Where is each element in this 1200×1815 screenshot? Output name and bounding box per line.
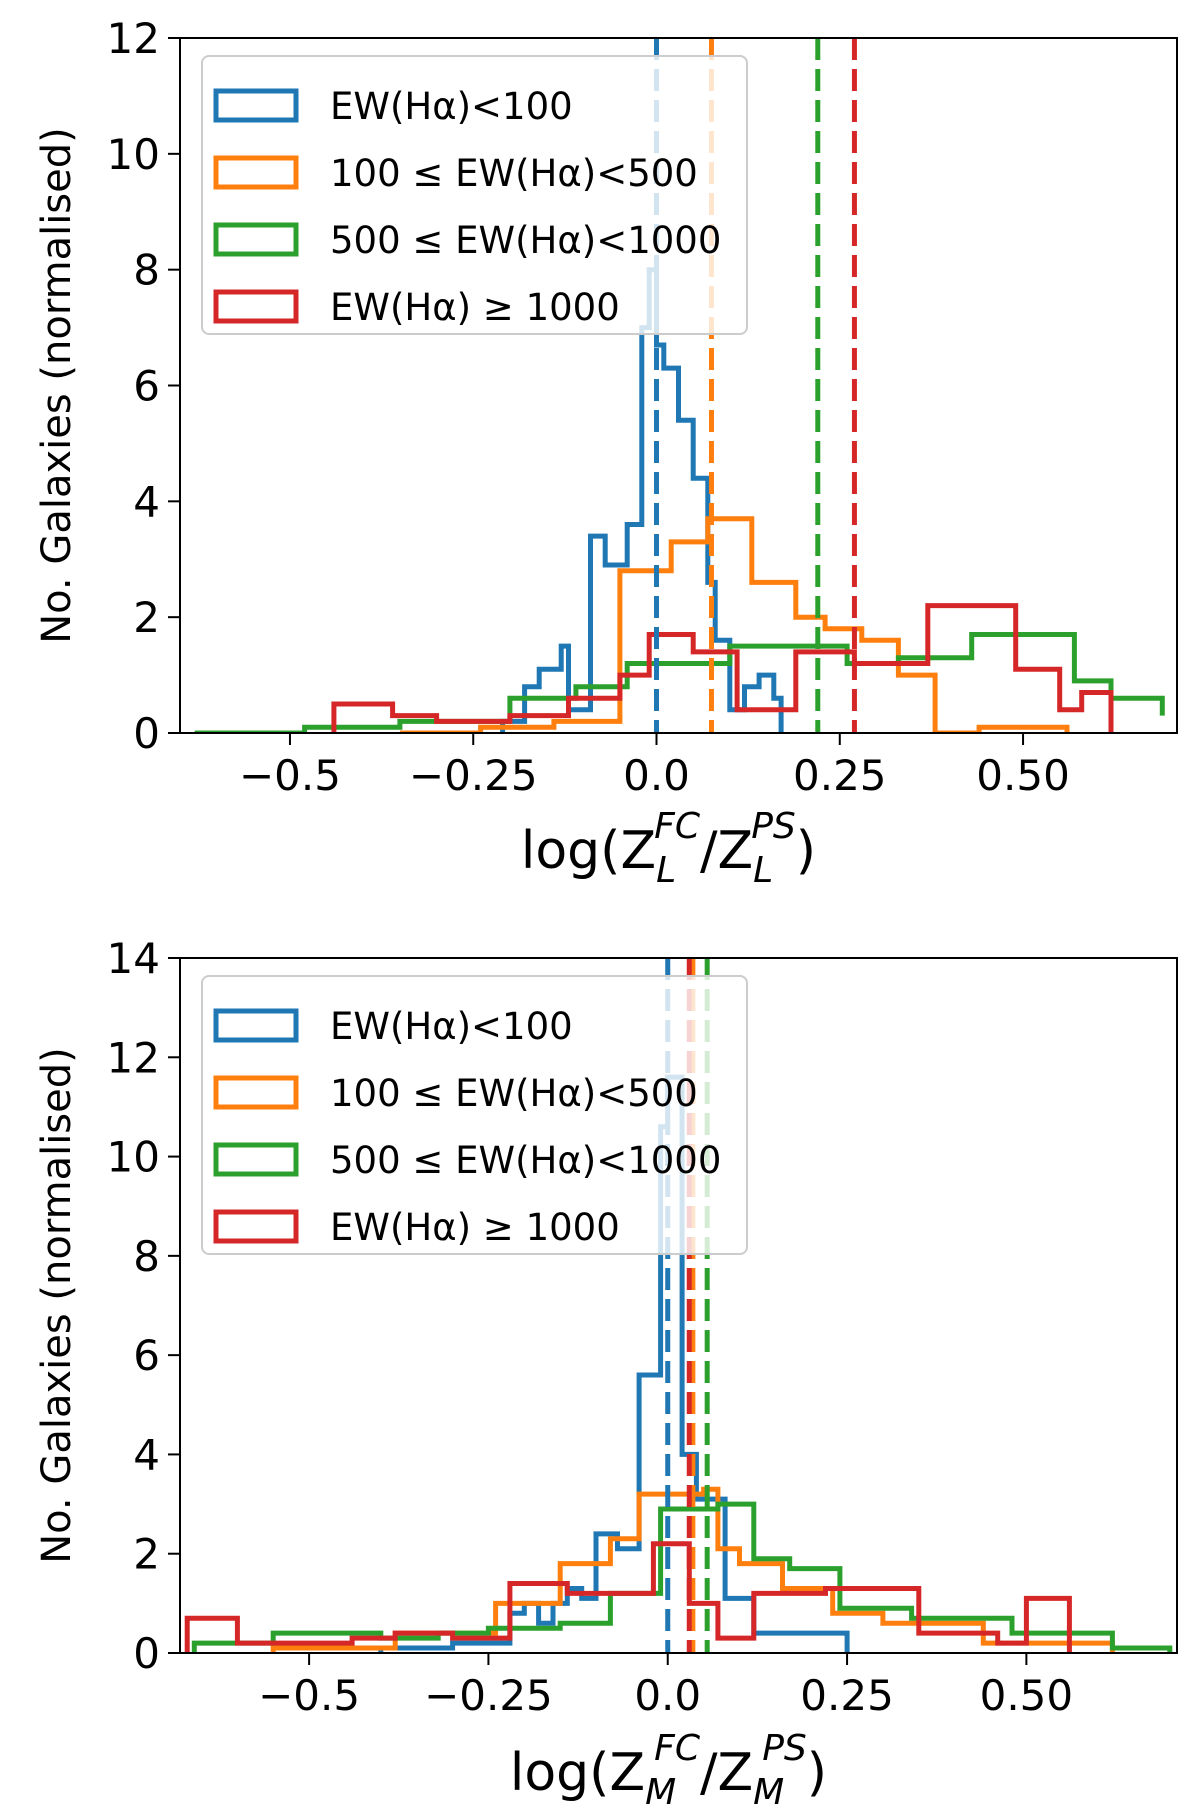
x-tick-label: 0.25	[793, 751, 887, 800]
x-axis-label-sub2: L	[753, 850, 773, 891]
legend-swatch-blue	[213, 88, 299, 123]
legend-label-green: 500 ≤ EW(Hα)<1000	[330, 1139, 721, 1182]
y-tick-label: 10	[107, 1133, 160, 1182]
y-axis-label: No. Galaxies (normalised)	[34, 127, 80, 644]
legend-swatch-green	[213, 222, 299, 257]
x-axis-label: log(ZMFC/ZMPS)	[510, 1728, 827, 1813]
legend: EW(Hα)<100 100 ≤ EW(Hα)<500 500 ≤ EW(Hα)<1…	[201, 975, 748, 1255]
legend: EW(Hα)<100 100 ≤ EW(Hα)<500 500 ≤ EW(Hα)<1…	[201, 55, 748, 335]
x-tick-label: 0.50	[980, 1671, 1074, 1720]
x-axis-label-pre: log(Z	[510, 1743, 645, 1803]
histogram-step-red	[331, 603, 1114, 733]
x-axis-label-sup1: FC	[654, 1728, 701, 1769]
y-tick-label: 2	[133, 1530, 160, 1579]
y-tick-label: 10	[107, 130, 160, 179]
y-tick-label: 4	[133, 1430, 160, 1479]
y-tick-label: 8	[133, 1232, 160, 1281]
plot-area: EW(Hα)<100 100 ≤ EW(Hα)<500 500 ≤ EW(Hα)<1…	[184, 958, 1173, 1653]
x-tick-label: 0.0	[634, 1671, 701, 1720]
x-tick-label: 0.25	[800, 1671, 894, 1720]
x-axis-label-sup2: PS	[751, 806, 796, 847]
legend-label-red: EW(Hα) ≥ 1000	[330, 1206, 620, 1249]
x-tick-label: −0.25	[409, 751, 538, 800]
bottom-histogram-panel: EW(Hα)<100 100 ≤ EW(Hα)<500 500 ≤ EW(Hα)<1…	[34, 934, 1178, 1813]
legend-swatch-blue	[213, 1008, 299, 1043]
legend-swatch-red	[213, 1209, 299, 1244]
axes-frame	[179, 957, 1178, 1654]
y-tick-label: 2	[133, 593, 160, 642]
y-tick-label: 0	[133, 1629, 160, 1678]
histogram-step-orange	[399, 516, 1070, 733]
x-axis-label-sub1: M	[645, 1772, 676, 1813]
x-tick-label: −0.25	[424, 1671, 553, 1720]
legend-swatch-orange	[213, 155, 299, 190]
legend-swatch-green	[213, 1142, 299, 1177]
x-axis-label: log(ZLFC/ZLPS)	[521, 806, 816, 891]
histogram-step-red	[184, 1541, 1072, 1653]
x-axis-label-sup1: FC	[654, 806, 701, 847]
legend-label-red: EW(Hα) ≥ 1000	[330, 286, 620, 329]
y-tick-label: 8	[133, 246, 160, 295]
legend-label-blue: EW(Hα)<100	[330, 85, 573, 128]
histogram-step-orange	[270, 1486, 1115, 1653]
x-tick-label: 0.0	[623, 751, 690, 800]
legend-label-orange: 100 ≤ EW(Hα)<500	[330, 1072, 698, 1115]
histogram-step-blue	[378, 1074, 850, 1653]
x-axis-label-mid: /Z	[700, 821, 753, 881]
y-tick-label: 14	[107, 934, 160, 983]
y-tick-label: 6	[133, 362, 160, 411]
x-tick-label: −0.5	[258, 1671, 360, 1720]
x-axis-label-post: )	[796, 821, 816, 881]
y-tick-label: 0	[133, 709, 160, 758]
x-axis-label-post: )	[807, 1743, 827, 1803]
x-axis-label-pre: log(Z	[521, 821, 656, 881]
plot-area: EW(Hα)<100 100 ≤ EW(Hα)<500 500 ≤ EW(Hα)<1…	[194, 38, 1165, 733]
top-histogram-panel: EW(Hα)<100 100 ≤ EW(Hα)<500 500 ≤ EW(Hα)<1…	[34, 14, 1178, 891]
histogram-step-green	[191, 1501, 1173, 1653]
y-axis-label: No. Galaxies (normalised)	[34, 1047, 80, 1564]
legend-label-green: 500 ≤ EW(Hα)<1000	[330, 219, 721, 262]
legend-label-orange: 100 ≤ EW(Hα)<500	[330, 152, 698, 195]
y-tick-label: 6	[133, 1331, 160, 1380]
x-tick-label: −0.5	[239, 751, 341, 800]
x-axis-label-sub1: L	[656, 850, 676, 891]
legend-box	[201, 55, 748, 335]
legend-swatch-red	[213, 289, 299, 324]
y-tick-label: 4	[133, 477, 160, 526]
y-tick-label: 12	[107, 14, 160, 63]
x-axis-label-sup2: PS	[762, 1728, 807, 1769]
x-axis-label-sub2: M	[753, 1772, 784, 1813]
legend-box	[201, 975, 748, 1255]
legend-swatch-orange	[213, 1075, 299, 1110]
y-tick-label: 12	[107, 1033, 160, 1082]
legend-label-blue: EW(Hα)<100	[330, 1005, 573, 1048]
x-tick-label: 0.50	[976, 751, 1070, 800]
x-axis-label-mid: /Z	[700, 1743, 753, 1803]
